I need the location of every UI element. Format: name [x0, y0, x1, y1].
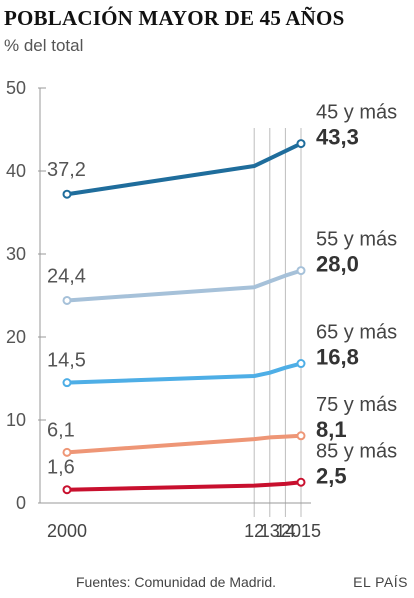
- start-point-marker: [62, 189, 72, 199]
- series-line: [65, 141, 303, 197]
- y-tick-label: 30: [6, 244, 26, 264]
- end-point-marker: [296, 266, 306, 276]
- series-name-label: 75 y más: [316, 394, 397, 416]
- x-tick-label: 13: [260, 521, 280, 541]
- source-note: Fuentes: Comunidad de Madrid.: [76, 574, 276, 590]
- start-value-label: 6,1: [47, 419, 75, 441]
- y-tick-label: 0: [16, 493, 26, 513]
- end-value-label: 28,0: [316, 252, 359, 277]
- end-point-marker: [296, 359, 306, 369]
- series-line: [65, 268, 303, 303]
- start-point-marker: [62, 485, 72, 495]
- end-value-label: 2,5: [316, 463, 347, 488]
- start-value-label: 1,6: [47, 457, 75, 479]
- x-tick-label: 2000: [47, 521, 87, 541]
- x-tick-label: 14: [275, 521, 295, 541]
- start-point-marker: [62, 447, 72, 457]
- series-line: [65, 433, 303, 455]
- y-tick-label: 10: [6, 410, 26, 430]
- end-value-label: 8,1: [316, 417, 347, 442]
- end-point-marker: [296, 477, 306, 487]
- x-tick-label: 12: [244, 521, 264, 541]
- start-point-marker: [62, 378, 72, 388]
- series-name-label: 85 y más: [316, 440, 397, 462]
- series-name-label: 45 y más: [316, 102, 397, 124]
- start-point-marker: [62, 295, 72, 305]
- series-name-label: 55 y más: [316, 229, 397, 251]
- start-value-label: 37,2: [47, 159, 86, 181]
- y-tick-label: 50: [6, 78, 26, 98]
- series-name-label: 65 y más: [316, 322, 397, 344]
- x-tick-label: 2015: [281, 521, 321, 541]
- end-point-marker: [296, 139, 306, 149]
- start-value-label: 24,4: [47, 265, 86, 287]
- series-line: [65, 361, 303, 385]
- end-point-marker: [296, 431, 306, 441]
- start-value-label: 14,5: [47, 350, 86, 372]
- end-value-label: 43,3: [316, 125, 359, 150]
- y-tick-label: 20: [6, 327, 26, 347]
- y-tick-label: 40: [6, 161, 26, 181]
- publisher-logo: EL PAÍS: [353, 574, 408, 590]
- chart-title: POBLACIÓN MAYOR DE 45 AÑOS: [4, 6, 345, 30]
- chart-subtitle: % del total: [4, 36, 84, 55]
- end-value-label: 16,8: [316, 345, 359, 370]
- series-line: [65, 480, 303, 492]
